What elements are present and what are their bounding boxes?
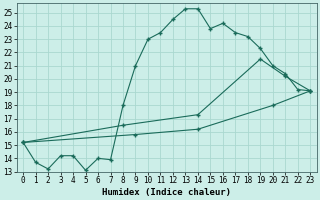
- X-axis label: Humidex (Indice chaleur): Humidex (Indice chaleur): [102, 188, 231, 197]
